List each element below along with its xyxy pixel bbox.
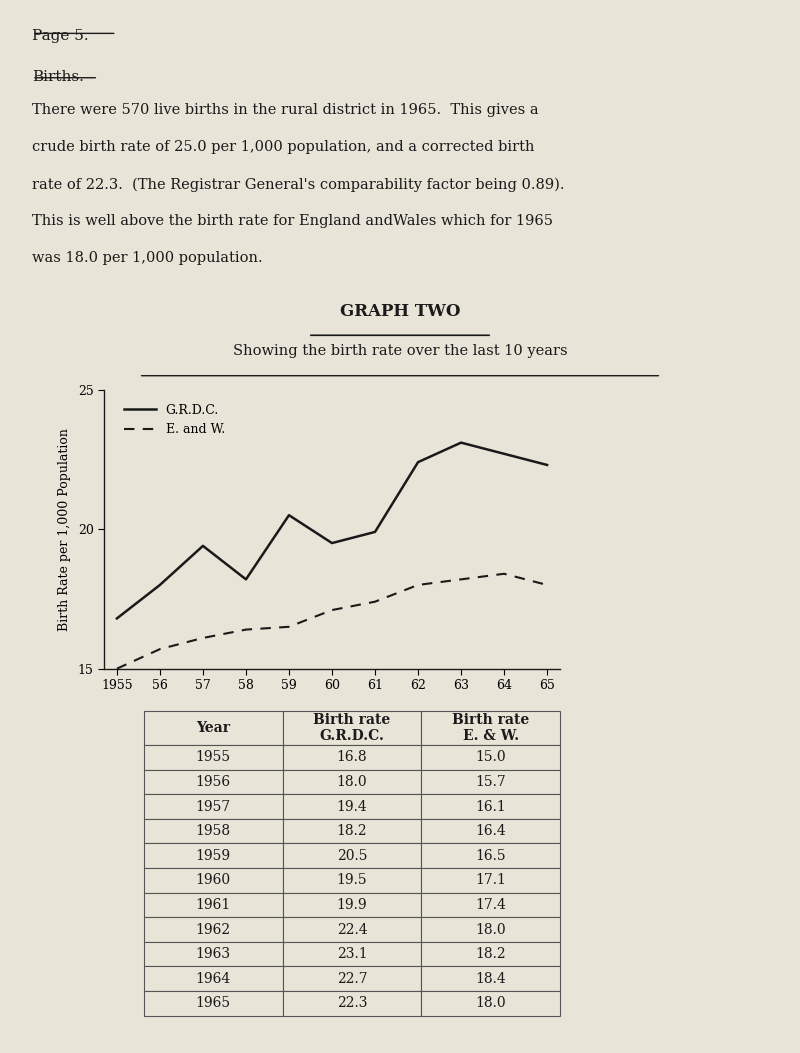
Text: was 18.0 per 1,000 population.: was 18.0 per 1,000 population. bbox=[32, 251, 262, 265]
Text: GRAPH TWO: GRAPH TWO bbox=[340, 303, 460, 320]
Text: Births.: Births. bbox=[32, 71, 84, 84]
Legend: G.R.D.C., E. and W.: G.R.D.C., E. and W. bbox=[119, 399, 230, 441]
Text: Showing the birth rate over the last 10 years: Showing the birth rate over the last 10 … bbox=[233, 343, 567, 358]
Text: This is well above the birth rate for England andWales which for 1965: This is well above the birth rate for En… bbox=[32, 214, 553, 229]
Y-axis label: Birth Rate per 1,000 Population: Birth Rate per 1,000 Population bbox=[58, 428, 70, 631]
Text: Page 5.: Page 5. bbox=[32, 29, 89, 43]
Text: rate of 22.3.  (The Registrar General's comparability factor being 0.89).: rate of 22.3. (The Registrar General's c… bbox=[32, 177, 565, 192]
Text: crude birth rate of 25.0 per 1,000 population, and a corrected birth: crude birth rate of 25.0 per 1,000 popul… bbox=[32, 140, 534, 154]
Text: There were 570 live births in the rural district in 1965.  This gives a: There were 570 live births in the rural … bbox=[32, 103, 538, 117]
